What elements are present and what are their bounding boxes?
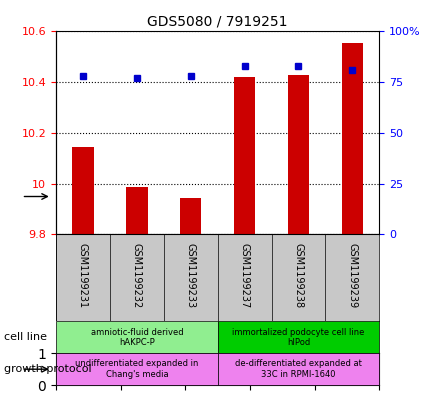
Bar	[126, 187, 147, 234]
Text: GSM1199239: GSM1199239	[347, 243, 356, 308]
Text: GSM1199233: GSM1199233	[185, 243, 195, 308]
Title: GDS5080 / 7919251: GDS5080 / 7919251	[147, 15, 287, 29]
Text: GSM1199231: GSM1199231	[78, 243, 88, 308]
Text: immortalized podocyte cell line
hIPod: immortalized podocyte cell line hIPod	[232, 328, 364, 347]
Text: de-differentiated expanded at
33C in RPMI-1640: de-differentiated expanded at 33C in RPM…	[234, 360, 361, 379]
Bar	[287, 75, 309, 234]
Text: GSM1199232: GSM1199232	[132, 243, 141, 309]
Text: cell line: cell line	[4, 332, 47, 342]
Bar	[341, 43, 362, 234]
Text: GSM1199238: GSM1199238	[293, 243, 303, 308]
Text: growth protocol: growth protocol	[4, 364, 92, 374]
Text: GSM1199237: GSM1199237	[239, 243, 249, 309]
Bar	[180, 198, 201, 234]
Text: amniotic-fluid derived
hAKPC-P: amniotic-fluid derived hAKPC-P	[90, 328, 183, 347]
Bar	[233, 77, 255, 234]
Bar	[72, 147, 94, 234]
Text: undifferentiated expanded in
Chang's media: undifferentiated expanded in Chang's med…	[75, 360, 198, 379]
